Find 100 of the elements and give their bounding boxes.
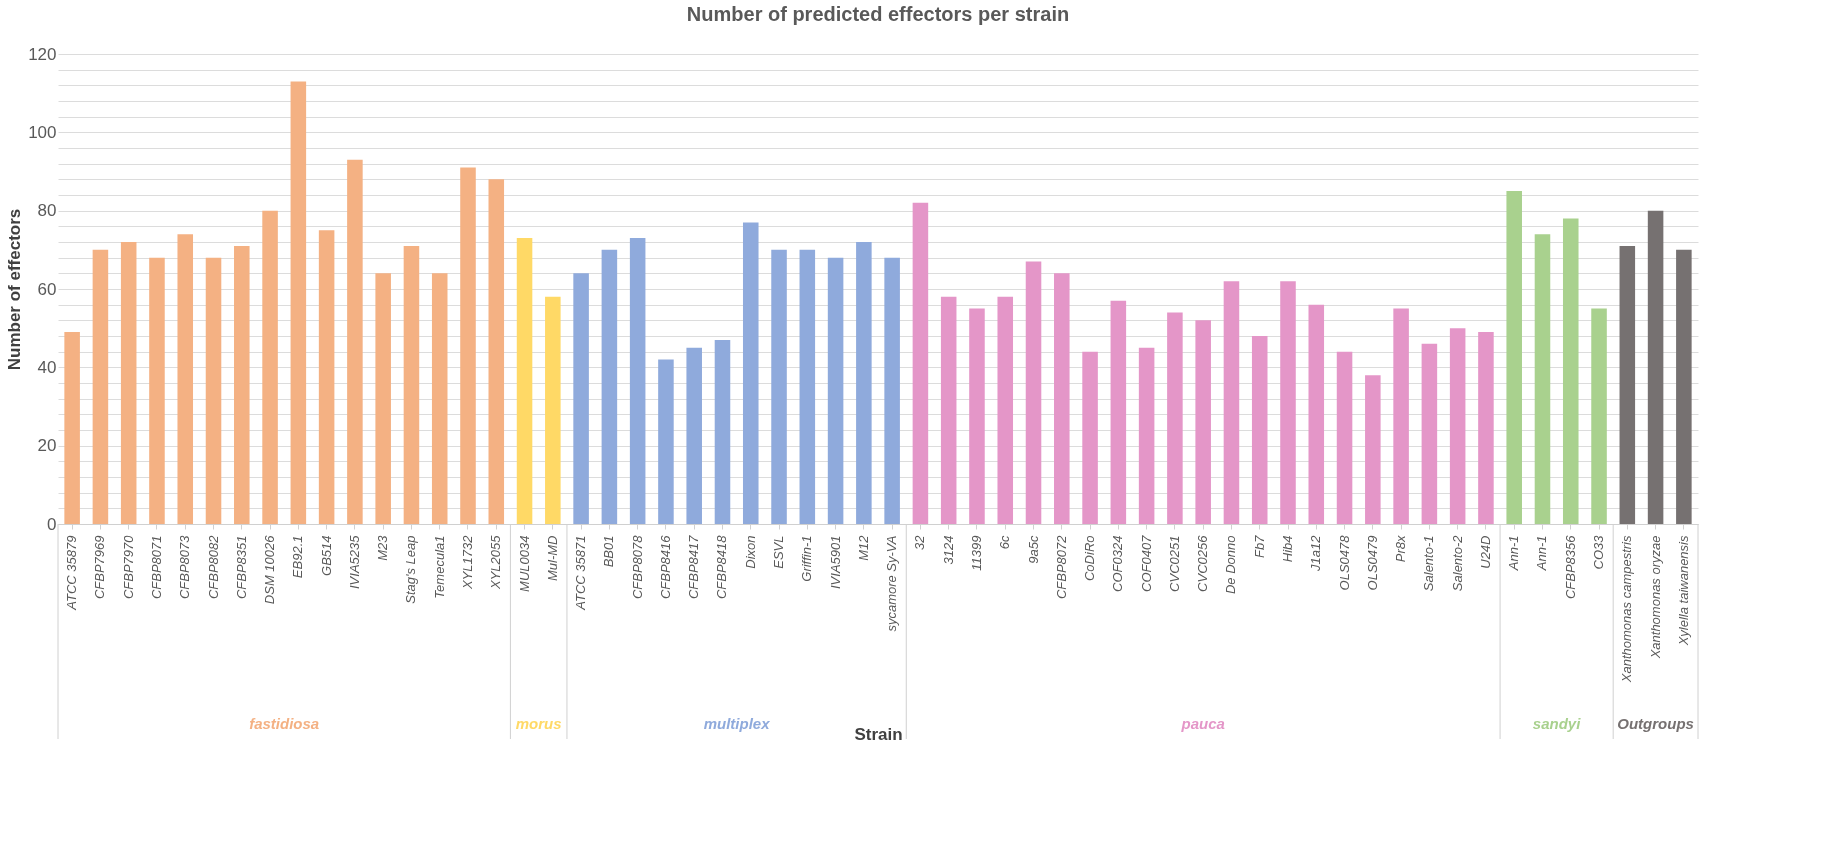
x-tick-label: XYL2055 (488, 534, 504, 590)
bar (827, 257, 844, 524)
x-tick-label: BB01 (601, 535, 617, 568)
x-tick-label: 11399 (968, 535, 984, 571)
x-tick-label: IVIA5235 (346, 534, 362, 589)
x-tick-label: J1a12 (1308, 534, 1324, 572)
bar (884, 257, 900, 524)
bar (1449, 328, 1466, 524)
bar (1676, 249, 1692, 524)
x-tick-label: Pr8x (1393, 535, 1409, 563)
bar (997, 296, 1014, 524)
bar (1506, 191, 1522, 524)
x-tick-label: Salento-1 (1421, 535, 1437, 592)
bar (516, 238, 533, 524)
x-tick-label: M12 (855, 534, 871, 561)
y-axis-title: Number of effectors (5, 208, 25, 371)
x-tick-label: M23 (375, 534, 391, 561)
bar (177, 234, 194, 524)
bar (262, 210, 278, 524)
x-tick-label: Hib4 (1280, 535, 1295, 563)
bar (940, 296, 957, 524)
y-tick-label: 100 (28, 122, 57, 142)
x-tick-label: CFBP8071 (148, 535, 164, 600)
x-tick-label: U24D (1477, 535, 1493, 569)
bar (1534, 234, 1551, 524)
text: Outgroups (1617, 715, 1694, 732)
text: multiplex (703, 715, 771, 732)
x-tick-label: sycamore Sy-VA (884, 535, 900, 632)
y-tick-label: 40 (37, 357, 57, 377)
x-tick-label: Stag's Leap (403, 535, 419, 604)
x-tick-label: OLS0479 (1364, 535, 1380, 591)
bar (1223, 281, 1240, 524)
x-tick-label: CFBP8351 (233, 535, 249, 600)
bar (1195, 320, 1211, 524)
bar (742, 222, 759, 524)
chart-title: Number of predicted effectors per strain (686, 3, 1070, 25)
x-tick-label: DSM 10026 (262, 534, 278, 605)
bar (1167, 312, 1183, 524)
bar (629, 238, 646, 524)
bar (573, 273, 589, 524)
bar (714, 339, 731, 524)
bar (205, 257, 222, 524)
bar (1365, 375, 1381, 524)
x-tick-label: Xanthomonas campestris (1619, 535, 1635, 684)
x-tick-label: CFBP8073 (177, 534, 193, 600)
x-tick-label: MUL0034 (516, 535, 532, 592)
bar (799, 249, 816, 524)
x-tick-label: CFBP7969 (92, 535, 108, 600)
x-tick-label: COF0324 (1110, 535, 1126, 592)
x-tick-label: CFBP8078 (629, 534, 645, 600)
bar (234, 245, 250, 524)
bar (375, 273, 391, 524)
bar (347, 159, 363, 524)
x-tick-label: Xanthomonas oryzae (1647, 535, 1663, 660)
x-tick-label: CVC0256 (1195, 534, 1211, 592)
bar (1619, 245, 1636, 524)
y-tick-label: 80 (37, 201, 57, 221)
x-tick-label: Griffin-1 (799, 535, 815, 582)
x-tick-label: De Donno (1223, 535, 1239, 595)
bar (120, 242, 137, 524)
x-tick-label: CVC0251 (1166, 535, 1182, 592)
bar (318, 230, 335, 524)
y-tick-label: 20 (37, 436, 57, 456)
x-tick-label: 3124 (940, 535, 956, 565)
x-tick-label: XYL1732 (460, 534, 475, 590)
x-tick-label: GB514 (318, 535, 334, 576)
x-tick-label: Ann-1 (1506, 535, 1522, 572)
x-tick-label: EB92.1 (290, 535, 306, 579)
bar (658, 359, 674, 524)
x-tick-label: ATCC 35879 (64, 535, 80, 611)
bar (488, 179, 505, 524)
x-tick-label: Xylella taiwanensis (1675, 535, 1691, 647)
bar (1138, 347, 1155, 524)
bar (1562, 218, 1579, 524)
bar (290, 81, 307, 524)
text: sandyi (1532, 715, 1582, 732)
x-axis-title: Strain (854, 725, 903, 745)
x-tick-label: COF0407 (1138, 534, 1154, 592)
bar (1393, 308, 1409, 524)
bar (1280, 281, 1296, 524)
x-tick-label: ESVL (771, 535, 787, 569)
x-tick-label: OLS0478 (1336, 534, 1352, 591)
x-tick-label: CFBP8417 (686, 534, 702, 600)
x-tick-label: Ann-1 (1534, 535, 1550, 572)
y-tick-label: 0 (47, 514, 57, 534)
bar (1308, 304, 1325, 524)
x-tick-label: CO33 (1591, 534, 1607, 570)
bar (149, 257, 165, 524)
bar (1336, 351, 1353, 524)
x-tick-label: CoDiRo (1082, 535, 1098, 582)
x-tick-label: Salento-2 (1449, 534, 1465, 592)
bar (460, 167, 476, 524)
bar (403, 245, 420, 524)
x-tick-label: 32 (912, 534, 928, 550)
bar (431, 273, 448, 524)
x-tick-label: CFBP8418 (714, 534, 730, 600)
bar (771, 249, 787, 524)
bar (686, 347, 702, 524)
x-tick-label: Temecula1 (431, 535, 447, 599)
y-tick-label: 120 (28, 44, 57, 64)
